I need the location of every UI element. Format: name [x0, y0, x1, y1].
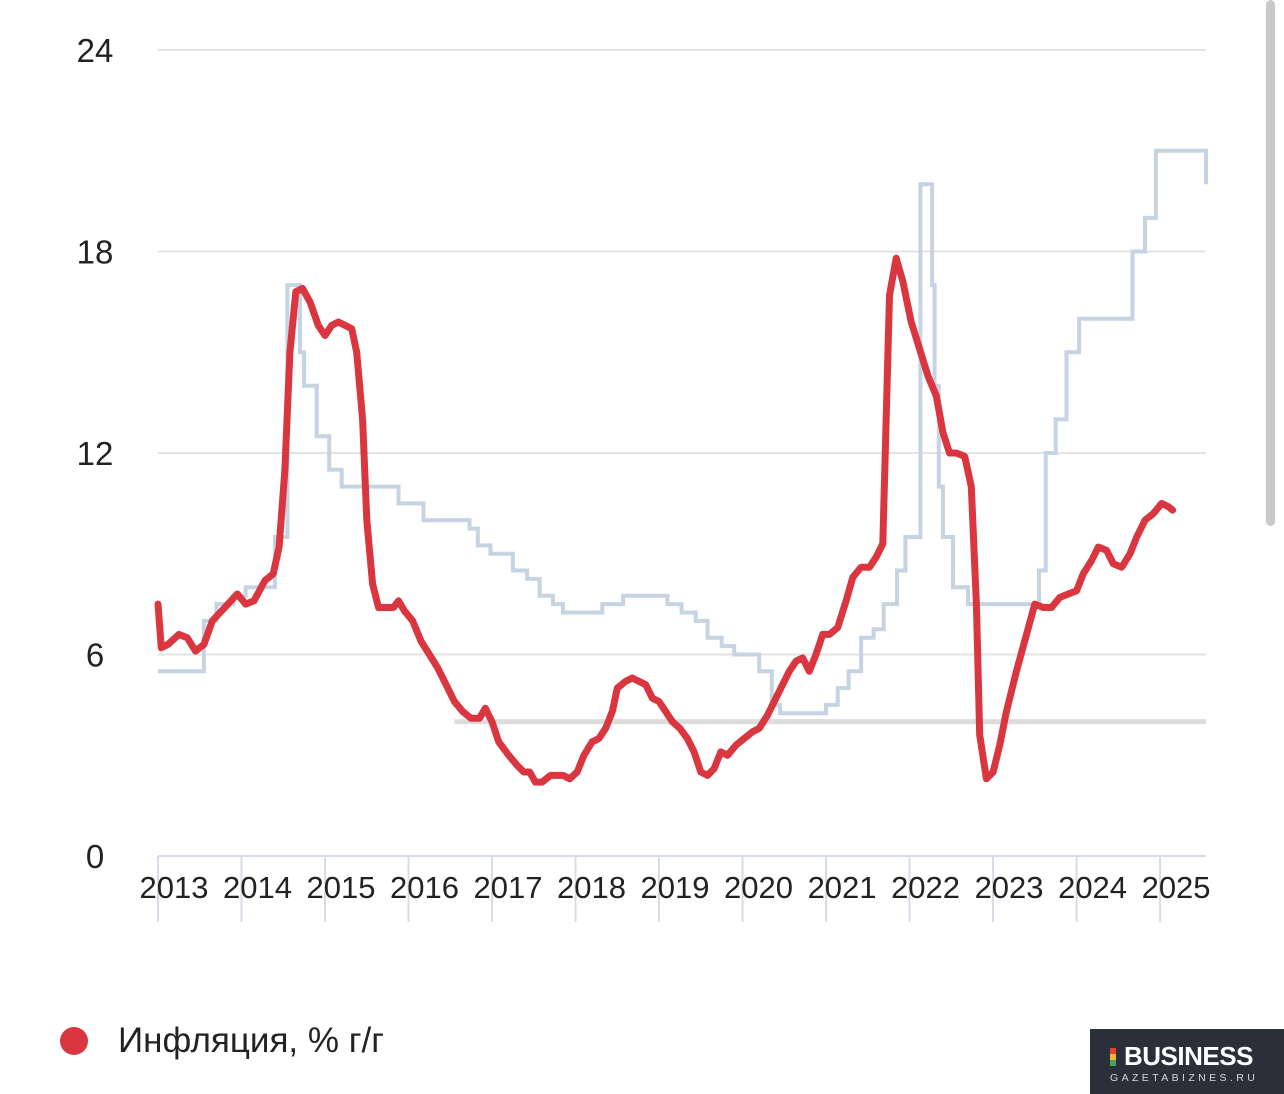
x-tick-label: 2015: [307, 870, 376, 905]
x-axis: 2013 2014 2015 2016 2017 2018 2019 2020 2021 2022…: [140, 855, 1211, 922]
scrollbar[interactable]: [1266, 0, 1275, 526]
inflation-line: [154, 254, 1177, 786]
legend-marker: [60, 1027, 88, 1055]
x-tick-label: 2021: [808, 870, 877, 905]
legend[interactable]: Инфляция, % г/г: [60, 1018, 384, 1064]
x-tick-label: 2014: [223, 870, 292, 905]
y-tick-label: 12: [77, 435, 114, 472]
y-tick-label: 0: [86, 838, 104, 875]
y-tick-label: 18: [77, 234, 114, 271]
x-tick-label: 2017: [474, 870, 543, 905]
x-tick-label: 2016: [390, 870, 459, 905]
series-layer: [154, 148, 1208, 786]
logo-mark-icon: [1110, 1048, 1116, 1066]
x-tick-label: 2024: [1058, 870, 1127, 905]
x-tick-label: 2013: [140, 870, 209, 905]
x-tick-label: 2022: [891, 870, 960, 905]
legend-label: Инфляция, % г/г: [118, 1021, 384, 1060]
y-tick-label: 24: [77, 32, 114, 69]
key-rate-line: [158, 148, 1208, 716]
x-tick-label: 2023: [975, 870, 1044, 905]
logo-subtitle: GAZETABIZNES.RU: [1110, 1072, 1259, 1084]
grid-lines: [158, 49, 1206, 656]
x-tick-label: 2025: [1142, 870, 1211, 905]
brand-logo: BUSINESS GAZETABIZNES.RU: [1090, 1029, 1284, 1094]
x-tick-label: 2019: [641, 870, 710, 905]
logo-title: BUSINESS: [1124, 1041, 1253, 1071]
y-axis: 0 6 12 18 24: [77, 32, 114, 875]
chart-canvas: 2013 2014 2015 2016 2017 2018 2019 2020 2021 2022…: [77, 32, 1211, 922]
x-tick-label: 2018: [557, 870, 626, 905]
x-tick-label: 2020: [724, 870, 793, 905]
y-tick-label: 6: [86, 637, 104, 674]
